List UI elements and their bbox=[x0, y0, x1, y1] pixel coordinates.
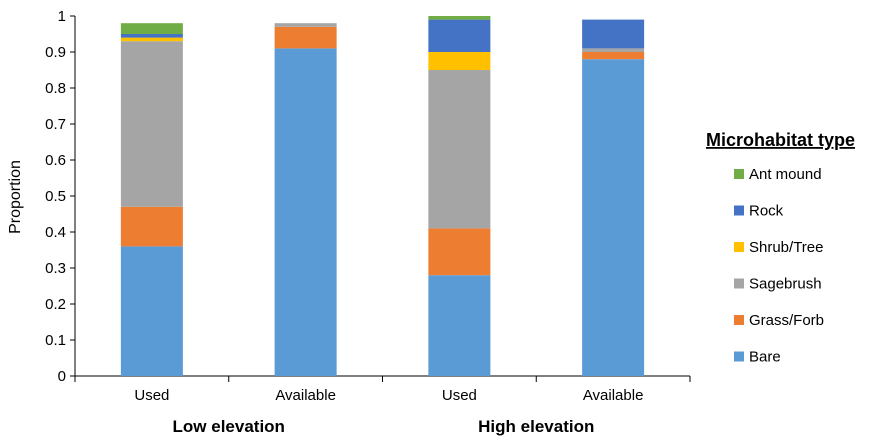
legend-label: Bare bbox=[749, 349, 781, 366]
y-tick-label: 0.5 bbox=[45, 188, 66, 205]
y-tick-label: 0.3 bbox=[45, 260, 66, 277]
y-tick-label: 0.7 bbox=[45, 116, 66, 133]
bar-segment-bare bbox=[274, 48, 337, 377]
legend-swatch bbox=[734, 169, 744, 179]
legend-title: Microhabitat type bbox=[706, 130, 855, 150]
bar-segment-rock bbox=[428, 19, 491, 53]
legend-swatch bbox=[734, 242, 744, 252]
bar-segment-sagebrush bbox=[582, 48, 645, 52]
y-tick-label: 0.1 bbox=[45, 332, 66, 349]
legend-label: Ant mound bbox=[749, 166, 822, 183]
legend-swatch bbox=[734, 315, 744, 325]
legend-label: Sagebrush bbox=[749, 276, 822, 293]
bar-segment-shrub-tree bbox=[120, 37, 183, 42]
bars bbox=[120, 16, 645, 377]
x-tick-label: Used bbox=[442, 387, 477, 404]
bar-segment-bare bbox=[582, 59, 645, 376]
bar-segment-shrub-tree bbox=[428, 52, 491, 70]
bar-segment-grass-forb bbox=[274, 26, 337, 49]
bar-segment-sagebrush bbox=[428, 70, 491, 229]
bar-segment-bare bbox=[120, 246, 183, 376]
bar-segment-grass-forb bbox=[120, 206, 183, 247]
y-tick-label: 1 bbox=[58, 8, 66, 25]
legend-swatch bbox=[734, 278, 744, 289]
legend-label: Rock bbox=[749, 203, 784, 220]
bar-segment-ant-mound bbox=[428, 16, 491, 20]
bar-segment-sagebrush bbox=[120, 41, 183, 207]
legend-swatch bbox=[734, 205, 744, 216]
legend: Microhabitat type Ant mound Rock Shrub/Tre… bbox=[706, 130, 855, 366]
legend-label: Grass/Forb bbox=[749, 312, 824, 329]
x-axis-labels: Used Available Used Available Low elevation H… bbox=[134, 387, 643, 436]
x-tick-label: Used bbox=[134, 387, 169, 404]
y-tick-label: 0.8 bbox=[45, 80, 66, 97]
axes: 0 0.1 0.2 0.3 0.4 0.5 0.6 0.7 0.8 0.9 1 bbox=[45, 8, 691, 385]
y-axis-label: Proportion bbox=[7, 160, 24, 234]
bar-segment-grass-forb bbox=[582, 52, 645, 60]
legend-label: Shrub/Tree bbox=[749, 239, 823, 256]
y-tick-label: 0.6 bbox=[45, 152, 66, 169]
bar-segment-rock bbox=[582, 19, 645, 49]
group-label: High elevation bbox=[478, 417, 594, 436]
y-tick-label: 0.9 bbox=[45, 44, 66, 61]
y-tick-label: 0.2 bbox=[45, 296, 66, 313]
y-tick-label: 0 bbox=[58, 368, 66, 385]
group-label: Low elevation bbox=[173, 417, 285, 436]
x-tick-label: Available bbox=[275, 387, 336, 404]
legend-swatch bbox=[734, 351, 744, 362]
bar-segment-grass-forb bbox=[428, 228, 491, 276]
x-tick-label: Available bbox=[583, 387, 644, 404]
bar-segment-rock bbox=[120, 34, 183, 38]
bar-segment-sagebrush bbox=[274, 23, 337, 27]
bar-segment-bare bbox=[428, 275, 491, 376]
bar-segment-ant-mound bbox=[120, 23, 183, 34]
y-tick-label: 0.4 bbox=[45, 224, 66, 241]
